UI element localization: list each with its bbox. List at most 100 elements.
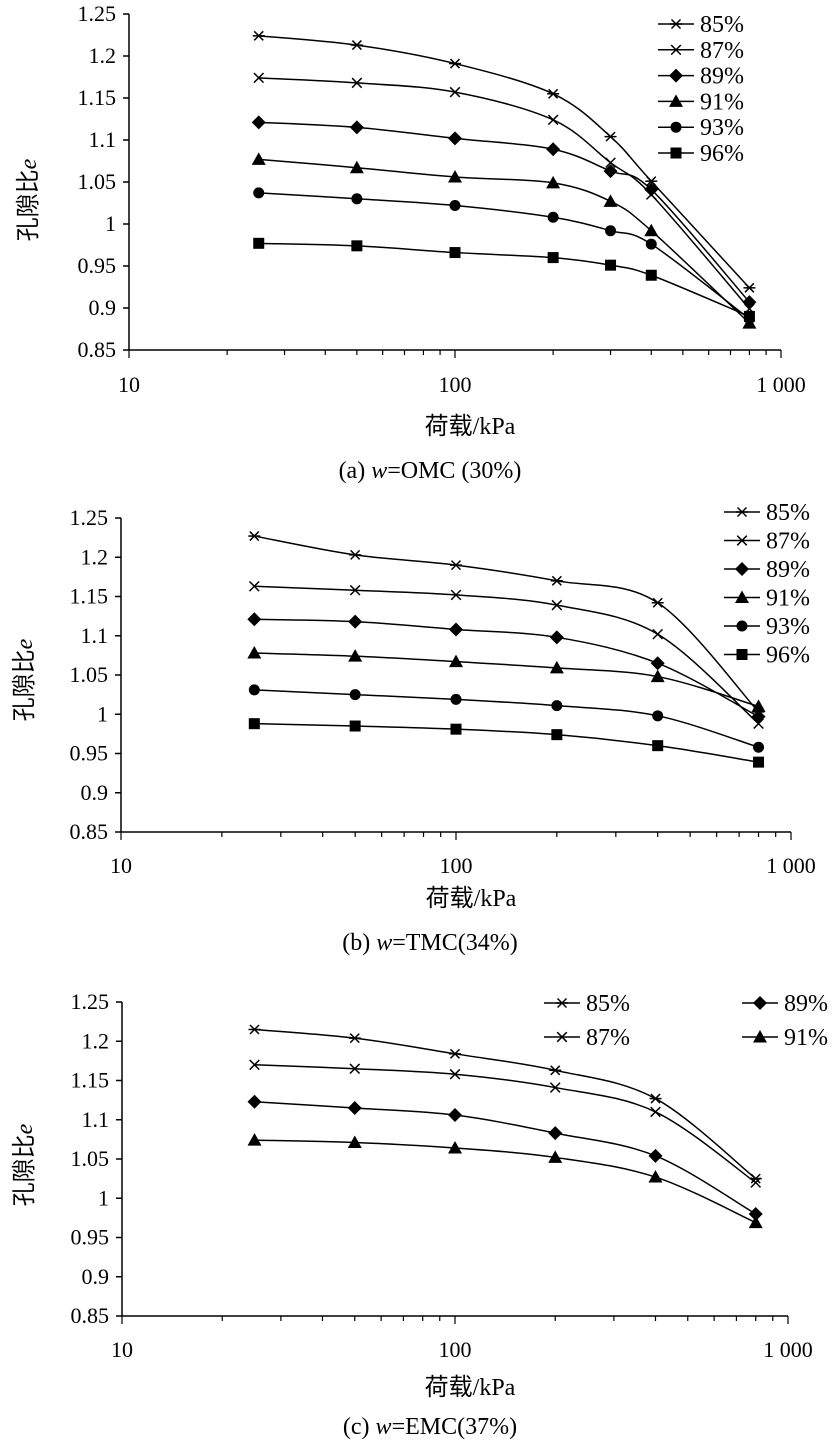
- data-point: [550, 1065, 561, 1076]
- series-line: [254, 1064, 757, 1184]
- y-axis-title-variable: e: [16, 158, 42, 169]
- legend-label: 89%: [784, 991, 828, 1017]
- legend-label: 96%: [700, 141, 744, 167]
- data-point: [350, 549, 361, 560]
- data-point: [551, 575, 562, 586]
- y-tick-label: 1.15: [71, 1068, 110, 1093]
- series-85%: [248, 1024, 762, 1184]
- data-point: [548, 1150, 563, 1163]
- data-point: [644, 182, 659, 197]
- data-point: [349, 1063, 361, 1075]
- data-point: [652, 628, 664, 640]
- caption-prefix: (b): [342, 930, 376, 956]
- data-point: [605, 131, 616, 142]
- legend-marker: [735, 562, 749, 576]
- y-axis-title: 孔隙比e: [11, 638, 38, 721]
- data-point: [351, 77, 363, 89]
- data-point: [348, 649, 363, 662]
- data-point: [253, 72, 265, 84]
- legend-label: 85%: [700, 12, 744, 38]
- data-point: [247, 1133, 262, 1146]
- y-axis-title-variable: e: [12, 1123, 38, 1134]
- data-point: [449, 247, 461, 259]
- y-tick-label: 0.95: [78, 253, 117, 278]
- legend-item: 85%: [724, 500, 810, 526]
- y-tick-label: 0.85: [70, 819, 109, 844]
- legend-marker: [670, 18, 682, 30]
- data-point: [450, 723, 462, 735]
- data-point: [450, 589, 462, 601]
- legend-item: 87%: [544, 1025, 630, 1051]
- series-89%: [247, 1094, 763, 1221]
- series-line: [254, 1028, 757, 1180]
- data-point: [351, 193, 363, 205]
- data-point: [650, 669, 665, 683]
- data-point: [351, 40, 362, 51]
- y-tick-label: 1.1: [89, 127, 117, 152]
- y-tick-label: 1: [98, 1185, 109, 1210]
- data-point: [551, 599, 563, 611]
- y-axis-title-text: 孔隙比: [11, 649, 38, 721]
- y-tick-label: 1: [97, 701, 108, 726]
- y-tick-label: 1.25: [78, 1, 117, 26]
- data-point: [249, 531, 260, 542]
- data-point: [449, 200, 461, 212]
- data-point: [347, 1135, 362, 1149]
- legend-marker: [753, 996, 767, 1010]
- x-tick-label: 10: [118, 372, 140, 397]
- data-point: [645, 269, 657, 281]
- y-tick-label: 1.05: [71, 1146, 110, 1171]
- data-point: [251, 115, 266, 130]
- data-point: [547, 114, 559, 126]
- series-line: [254, 652, 759, 708]
- series-line: [254, 585, 760, 725]
- data-point: [548, 88, 559, 99]
- data-point: [750, 1177, 762, 1188]
- data-point: [249, 1024, 260, 1035]
- legend-marker: [670, 44, 682, 56]
- chart-panel-a: 0.85 0.9 0.95 1 1.05 1.1 1.15 1.2 1.25 10 100 1 000…: [15, 1, 806, 484]
- y-axis-title-variable: e: [12, 638, 38, 649]
- data-point: [349, 689, 361, 701]
- legend-marker: [736, 535, 748, 546]
- data-point: [644, 223, 659, 237]
- data-point: [448, 169, 462, 183]
- legend-item: 89%: [724, 557, 810, 583]
- caption-variable: w: [376, 930, 392, 956]
- data-point: [750, 1173, 761, 1184]
- data-point: [247, 612, 262, 627]
- data-point: [253, 187, 265, 199]
- caption-prefix: (c): [343, 1414, 376, 1440]
- data-point: [652, 710, 664, 722]
- legend-label: 87%: [586, 1025, 630, 1051]
- data-point: [449, 622, 463, 637]
- figure-caption: (b) w=TMC(34%): [342, 930, 518, 956]
- data-point: [547, 252, 559, 264]
- series-line: [258, 192, 750, 320]
- caption-suffix: =EMC(37%): [392, 1414, 518, 1440]
- legend-marker: [753, 1030, 767, 1043]
- x-tick-label: 1 000: [766, 853, 816, 878]
- legend-marker: [669, 94, 683, 107]
- data-point: [645, 238, 657, 250]
- legend-item: 96%: [658, 141, 744, 167]
- y-tick-label: 1: [105, 211, 116, 236]
- x-tick-label: 1 000: [763, 1337, 813, 1362]
- series-line: [254, 618, 759, 718]
- data-point: [450, 560, 462, 571]
- x-axis-title: 荷载/kPa: [425, 1374, 516, 1401]
- data-point: [603, 164, 618, 179]
- legend-item: 85%: [544, 991, 630, 1017]
- x-tick-label: 10: [111, 1337, 133, 1362]
- data-point: [753, 718, 764, 730]
- legend: 85% 87%89% 91%93% 96%: [724, 500, 810, 669]
- data-point: [551, 729, 563, 741]
- legend-label: 89%: [766, 557, 810, 583]
- data-point: [349, 160, 364, 174]
- legend-label: 91%: [766, 586, 810, 612]
- y-tick-label: 1.15: [70, 584, 109, 609]
- series-89%: [247, 612, 766, 724]
- series-91%: [247, 1133, 763, 1229]
- legend-item: 91%: [742, 1025, 828, 1051]
